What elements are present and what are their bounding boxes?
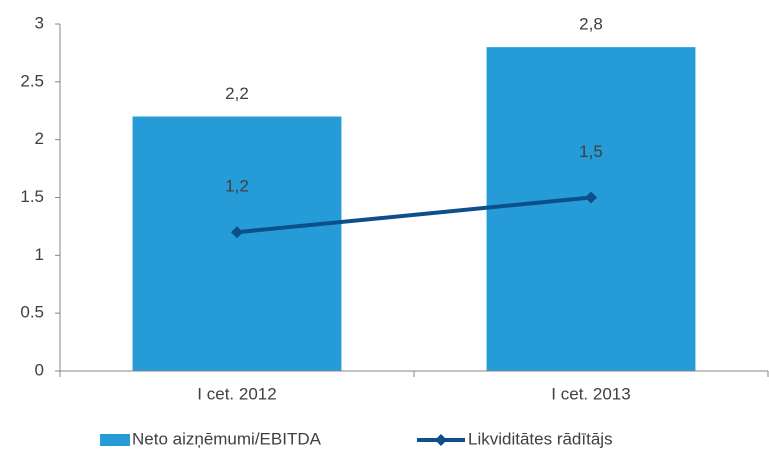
y-tick-label: 1	[35, 245, 44, 264]
y-tick-label: 2	[35, 129, 44, 148]
y-tick-label: 3	[35, 13, 44, 32]
y-tick-label: 0	[35, 360, 44, 379]
line-value-label: 1,5	[579, 142, 603, 161]
legend-marker	[435, 434, 447, 446]
y-tick-label: 0.5	[20, 303, 44, 322]
x-tick-label: I cet. 2012	[197, 384, 276, 403]
x-tick-label: I cet. 2013	[551, 384, 630, 403]
line-value-label: 1,2	[225, 177, 249, 196]
line-marker	[231, 226, 243, 239]
y-tick-label: 1.5	[20, 187, 44, 206]
bar-value-label: 2,8	[579, 15, 603, 34]
bar	[132, 116, 342, 372]
line-marker	[585, 191, 597, 204]
y-tick-label: 2.5	[20, 71, 44, 90]
legend-swatch	[100, 434, 130, 446]
bar-value-label: 2,2	[225, 84, 249, 103]
legend-label: Likviditātes rādītājs	[468, 429, 613, 448]
legend-label: Neto aizņēmumi/EBITDA	[132, 429, 322, 448]
line	[236, 195, 592, 235]
bar	[486, 47, 696, 372]
